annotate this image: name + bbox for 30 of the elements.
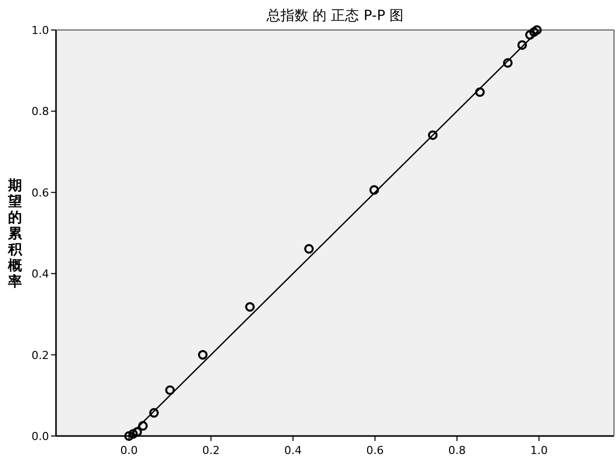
chart-title: 总指数 的 正态 P-P 图 bbox=[265, 8, 404, 24]
point bbox=[503, 58, 513, 68]
y-tick-label: 0.2 bbox=[32, 348, 49, 362]
point bbox=[245, 302, 255, 312]
y-tick-label: 0.6 bbox=[32, 186, 49, 200]
x-tick-label: 0.2 bbox=[202, 444, 220, 456]
y-tick-label: 0.0 bbox=[32, 430, 49, 443]
point bbox=[165, 385, 175, 395]
x-tick-label: 0.0 bbox=[120, 444, 138, 456]
point bbox=[475, 87, 485, 97]
y-tick-label: 0.4 bbox=[32, 268, 49, 281]
y-tick-label: 0.8 bbox=[32, 105, 49, 118]
point bbox=[428, 130, 438, 140]
x-tick-label: 1.0 bbox=[530, 444, 548, 456]
x-tick-label: 0.8 bbox=[448, 444, 466, 456]
y-axis-title: 期望的累积概率 bbox=[7, 178, 23, 290]
point bbox=[532, 25, 542, 35]
point bbox=[525, 30, 535, 40]
point bbox=[128, 429, 138, 439]
point bbox=[529, 27, 539, 37]
x-tick-label: 0.6 bbox=[366, 444, 384, 456]
x-tick-label: 0.4 bbox=[284, 444, 302, 456]
point bbox=[149, 408, 159, 418]
point bbox=[138, 421, 148, 431]
point bbox=[132, 427, 142, 437]
point bbox=[369, 185, 379, 195]
point bbox=[198, 350, 208, 360]
point bbox=[304, 244, 314, 254]
y-tick-label: 1.0 bbox=[32, 24, 49, 37]
point bbox=[517, 40, 527, 50]
